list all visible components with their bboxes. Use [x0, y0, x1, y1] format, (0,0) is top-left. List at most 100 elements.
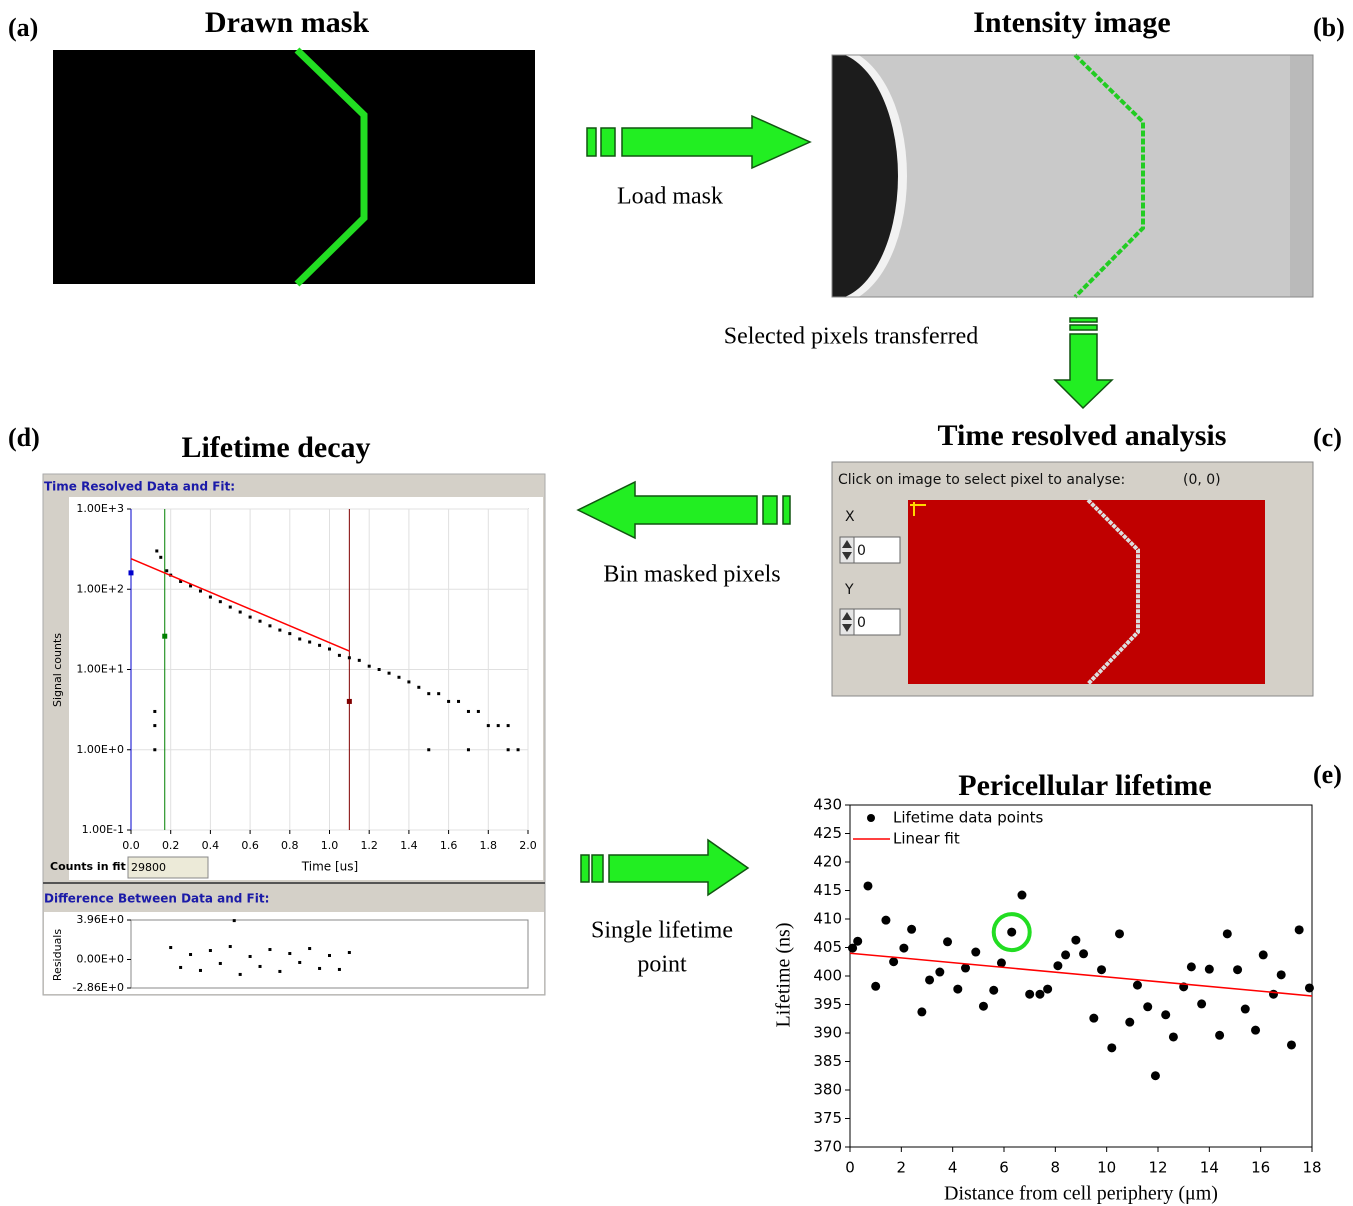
- x-tick-label: 0.6: [241, 839, 259, 852]
- data-point: [961, 963, 970, 973]
- x-tick-label: 2.0: [519, 839, 537, 852]
- cursor-marker: [346, 698, 352, 704]
- arrow: [586, 114, 812, 170]
- arrow: [1053, 317, 1114, 410]
- y-tick-label: 1.00E+0: [76, 743, 124, 756]
- data-point: [169, 946, 173, 950]
- data-point: [1161, 1010, 1171, 1020]
- y-input[interactable]: [853, 608, 901, 636]
- data-point: [407, 680, 411, 684]
- data-point: [328, 647, 331, 651]
- data-point: [218, 961, 222, 965]
- data-point: [1150, 1071, 1160, 1081]
- data-point: [989, 985, 999, 995]
- data-point: [971, 947, 981, 957]
- data-point: [935, 967, 945, 977]
- y-tick-label: 1.00E+3: [76, 502, 124, 515]
- data-point: [153, 709, 157, 713]
- data-point: [889, 957, 899, 967]
- panel-label: (e): [1313, 760, 1342, 789]
- x-tick-label: 4: [948, 1159, 958, 1177]
- y-tick-label: 430: [813, 796, 842, 814]
- data-point: [917, 1007, 927, 1017]
- y-spinner[interactable]: [839, 608, 855, 636]
- mask-image: [53, 50, 535, 284]
- image-frame: [831, 54, 1314, 298]
- data-point: [1053, 961, 1063, 971]
- data-point: [288, 952, 292, 956]
- pixel-image[interactable]: [908, 500, 1265, 684]
- data-point: [516, 748, 520, 752]
- arrow-caption: point: [637, 952, 687, 978]
- data-point: [863, 881, 873, 891]
- coords: (0, 0): [1183, 472, 1221, 488]
- data-point: [179, 579, 183, 583]
- panel-label: (b): [1313, 13, 1345, 42]
- prompt: Click on image to select pixel to analys…: [838, 472, 1125, 488]
- data-point: [347, 656, 351, 660]
- legend-marker: [867, 814, 875, 822]
- data-point: [996, 958, 1006, 968]
- x-spinner[interactable]: [839, 536, 855, 564]
- y-tick-label: -2.86E+0: [72, 981, 124, 994]
- cursor-marker: [162, 633, 168, 639]
- data-point: [881, 915, 891, 925]
- y-tick-label: 395: [813, 995, 842, 1013]
- data-point: [437, 692, 441, 696]
- data-point: [1251, 1025, 1261, 1035]
- x-tick-label: 6: [999, 1159, 1009, 1177]
- data-point: [871, 981, 881, 991]
- data-point: [337, 653, 341, 657]
- panel-label: (a): [8, 13, 38, 42]
- y-tick-label: 410: [813, 910, 842, 928]
- legend-label: Lifetime data points: [893, 809, 1044, 827]
- data-point: [1007, 927, 1017, 937]
- x-tick-label: 14: [1200, 1159, 1219, 1177]
- data-point: [328, 953, 331, 957]
- data-point: [417, 685, 421, 689]
- fit-line: [130, 558, 350, 652]
- y-tick-label: 415: [813, 881, 842, 899]
- y-tick-label: 375: [813, 1109, 842, 1127]
- data-point: [248, 954, 252, 958]
- fit-line: [849, 952, 1313, 997]
- data-point: [1035, 989, 1045, 999]
- data-point: [978, 1001, 988, 1011]
- data-point: [466, 709, 470, 713]
- data-point: [1071, 935, 1081, 945]
- data-point: [155, 549, 159, 553]
- data-point: [268, 948, 272, 952]
- x-tick-label: 10: [1097, 1159, 1116, 1177]
- arrow-caption: Load mask: [617, 184, 723, 210]
- data-point: [318, 643, 322, 647]
- data-point: [466, 748, 470, 752]
- data-point: [165, 569, 169, 573]
- x-tick-label: 12: [1148, 1159, 1167, 1177]
- data-point: [308, 640, 312, 644]
- data-point: [907, 924, 917, 934]
- data-point: [1115, 929, 1124, 939]
- intensity-image: [832, 55, 1313, 297]
- mask-pixels: [1086, 498, 1140, 686]
- data-point: [1061, 950, 1071, 960]
- data-point: [1143, 1002, 1153, 1012]
- x-tick-label: 16: [1251, 1159, 1270, 1177]
- highlight-ring: [991, 912, 1032, 953]
- data-point: [198, 589, 202, 593]
- data-point: [943, 937, 953, 947]
- data-point: [318, 966, 322, 970]
- arrow: [580, 838, 750, 897]
- panel-header: Time Resolved Data and Fit:: [44, 480, 235, 494]
- data-point: [288, 632, 292, 636]
- arrow-caption: Single lifetime: [591, 918, 733, 944]
- y-tick-label: 0.00E+0: [76, 952, 124, 965]
- data-point: [1304, 983, 1314, 993]
- data-point: [258, 619, 262, 623]
- mask-pixels: [1073, 53, 1145, 299]
- data-point: [298, 960, 302, 964]
- data-point: [198, 968, 202, 972]
- data-point: [232, 919, 236, 923]
- spinner-arrows: [842, 612, 852, 632]
- panel-title: Lifetime decay: [181, 431, 370, 464]
